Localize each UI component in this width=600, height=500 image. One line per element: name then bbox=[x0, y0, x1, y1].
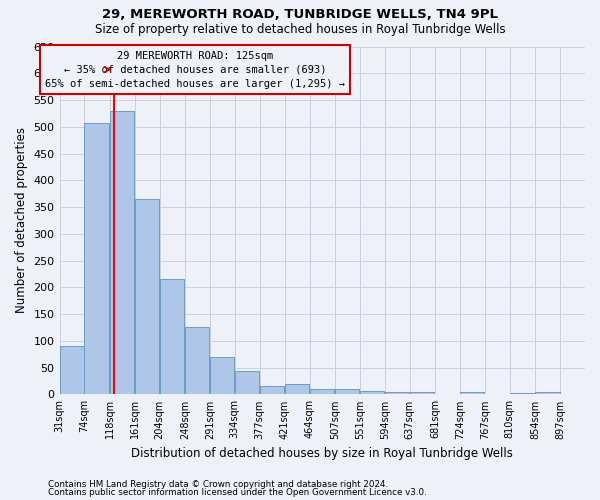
Bar bbox=[185, 327, 209, 394]
Bar bbox=[210, 357, 234, 395]
X-axis label: Distribution of detached houses by size in Royal Tunbridge Wells: Distribution of detached houses by size … bbox=[131, 447, 513, 460]
Bar bbox=[160, 280, 184, 394]
Bar bbox=[535, 392, 560, 394]
Bar bbox=[385, 392, 409, 394]
Bar bbox=[285, 384, 309, 394]
Bar bbox=[110, 110, 134, 395]
Bar bbox=[310, 388, 334, 394]
Text: 29, MEREWORTH ROAD, TUNBRIDGE WELLS, TN4 9PL: 29, MEREWORTH ROAD, TUNBRIDGE WELLS, TN4… bbox=[102, 8, 498, 20]
Bar bbox=[134, 199, 159, 394]
Y-axis label: Number of detached properties: Number of detached properties bbox=[15, 128, 28, 314]
Bar bbox=[235, 372, 259, 394]
Bar bbox=[410, 392, 434, 394]
Bar bbox=[460, 392, 484, 394]
Text: Contains HM Land Registry data © Crown copyright and database right 2024.: Contains HM Land Registry data © Crown c… bbox=[48, 480, 388, 489]
Bar bbox=[59, 346, 84, 395]
Bar bbox=[260, 386, 284, 394]
Text: Size of property relative to detached houses in Royal Tunbridge Wells: Size of property relative to detached ho… bbox=[95, 22, 505, 36]
Bar bbox=[335, 389, 359, 394]
Text: Contains public sector information licensed under the Open Government Licence v3: Contains public sector information licen… bbox=[48, 488, 427, 497]
Bar bbox=[85, 123, 109, 394]
Text: 29 MEREWORTH ROAD: 125sqm
← 35% of detached houses are smaller (693)
65% of semi: 29 MEREWORTH ROAD: 125sqm ← 35% of detac… bbox=[45, 50, 345, 88]
Bar bbox=[510, 393, 534, 394]
Bar bbox=[360, 391, 385, 394]
